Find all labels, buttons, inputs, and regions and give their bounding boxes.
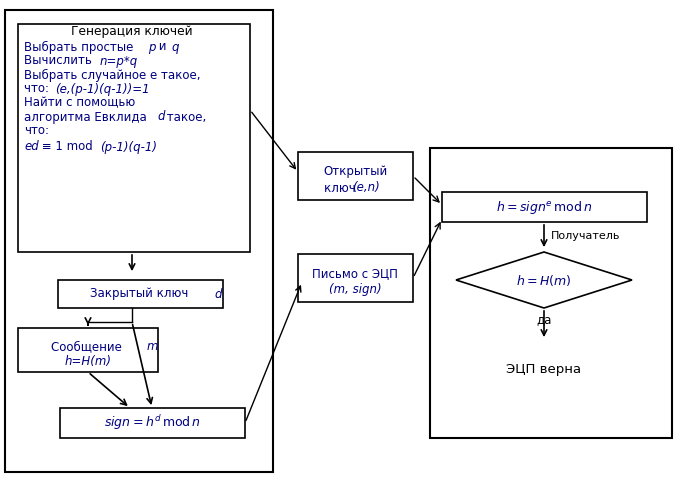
Bar — [18, 328, 158, 372]
Text: (m, sign): (m, sign) — [329, 284, 381, 297]
Text: Вычислить: Вычислить — [24, 55, 95, 68]
Bar — [5, 10, 273, 472]
Text: m: m — [146, 340, 158, 353]
Bar — [298, 254, 413, 302]
Text: $sign=h^d\,\mathrm{mod}\,n$: $sign=h^d\,\mathrm{mod}\,n$ — [104, 414, 200, 432]
Bar — [58, 280, 223, 308]
Text: что:: что: — [24, 83, 52, 96]
Text: p: p — [148, 40, 155, 53]
Bar — [60, 408, 245, 438]
Text: алгоритма Евклида: алгоритма Евклида — [24, 110, 151, 123]
Text: q: q — [171, 40, 178, 53]
Text: да: да — [537, 313, 552, 326]
Text: ≡ 1 mod: ≡ 1 mod — [38, 141, 97, 154]
Text: Сообщение: Сообщение — [50, 340, 125, 353]
Polygon shape — [456, 252, 632, 308]
Text: ключ: ключ — [324, 181, 360, 194]
Text: Закрытый ключ: Закрытый ключ — [90, 288, 192, 300]
Text: n=p*q: n=p*q — [100, 55, 138, 68]
Text: Выбрать случайное е такое,: Выбрать случайное е такое, — [24, 69, 200, 82]
Text: d: d — [215, 288, 222, 300]
Bar — [18, 24, 250, 252]
Text: Письмо с ЭЦП: Письмо с ЭЦП — [312, 267, 398, 280]
Text: Получатель: Получатель — [551, 231, 620, 241]
Text: $h=sign^e\,\mathrm{mod}\,n$: $h=sign^e\,\mathrm{mod}\,n$ — [496, 199, 592, 216]
Text: (e,(p-1)(q-1))=1: (e,(p-1)(q-1))=1 — [55, 83, 150, 96]
Bar — [298, 152, 413, 200]
Bar — [442, 192, 647, 222]
Text: (p-1)(q-1): (p-1)(q-1) — [100, 141, 157, 154]
Text: Найти с помощью: Найти с помощью — [24, 96, 136, 109]
Text: и: и — [155, 40, 170, 53]
Text: h=H(m): h=H(m) — [65, 355, 112, 368]
Text: ЭЦП верна: ЭЦП верна — [507, 363, 582, 376]
Text: Открытый: Открытый — [323, 166, 387, 179]
Text: такое,: такое, — [163, 110, 206, 123]
Text: $h=H(m)$: $h=H(m)$ — [516, 273, 572, 288]
Text: Выбрать простые: Выбрать простые — [24, 40, 137, 54]
Text: ed: ed — [24, 141, 39, 154]
Bar — [430, 148, 672, 438]
Text: d: d — [157, 110, 165, 123]
Text: (e,n): (e,n) — [352, 181, 380, 194]
Text: что:: что: — [24, 124, 49, 137]
Text: Генерация ключей: Генерация ключей — [72, 25, 193, 38]
